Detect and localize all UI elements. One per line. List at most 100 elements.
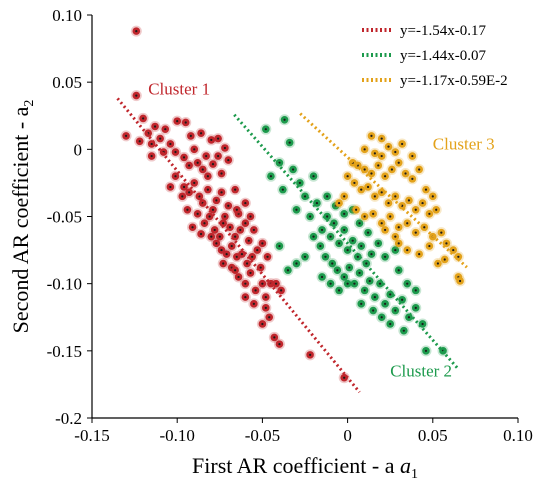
point-center	[150, 142, 153, 146]
point-center	[397, 242, 400, 245]
point-center	[360, 302, 363, 305]
point-center	[135, 30, 138, 33]
point-center	[337, 242, 341, 245]
legend: y=-1.54x-0.17 y=-1.44x-0.07 y=-1.17x-0.59E…	[362, 23, 508, 89]
point-center	[411, 177, 414, 180]
point-center	[298, 181, 301, 185]
point-center	[227, 204, 230, 207]
point-center	[193, 181, 196, 185]
point-center	[373, 152, 376, 155]
point-center	[424, 188, 428, 191]
point-center	[380, 316, 383, 319]
series-3-points	[333, 130, 466, 287]
point-center	[418, 253, 421, 256]
point-center	[159, 137, 162, 140]
point-center	[353, 282, 356, 285]
point-center	[182, 156, 186, 159]
point-center	[414, 289, 417, 292]
point-center	[189, 134, 192, 137]
point-center	[252, 302, 255, 305]
point-center	[247, 239, 250, 242]
point-center	[244, 222, 247, 225]
point-center	[235, 208, 238, 211]
point-center	[406, 248, 409, 252]
point-center	[324, 255, 327, 258]
point-center	[372, 309, 375, 312]
point-center	[269, 175, 273, 178]
point-center	[244, 201, 247, 205]
point-center	[164, 128, 167, 131]
point-center	[443, 258, 446, 261]
point-center	[138, 140, 141, 143]
point-center	[346, 248, 349, 252]
y-tick-label: -0.10	[47, 275, 82, 294]
y-tick-label: 0.05	[52, 73, 82, 92]
point-center	[421, 201, 424, 205]
point-center	[346, 282, 349, 285]
cluster-label: Cluster 2	[390, 361, 452, 380]
point-center	[211, 208, 215, 211]
point-center	[389, 215, 392, 218]
point-center	[394, 309, 397, 312]
point-center	[445, 242, 448, 245]
point-center	[343, 275, 346, 279]
point-center	[218, 235, 221, 238]
point-center	[288, 141, 291, 144]
x-tick-label: 0	[343, 426, 352, 445]
point-center	[303, 255, 307, 258]
point-center	[397, 269, 400, 272]
point-center	[215, 199, 218, 202]
point-center	[383, 302, 387, 305]
point-center	[309, 215, 312, 218]
y-tick-label: -0.05	[47, 208, 82, 227]
tick-labels: -0.15 -0.10 -0.05 0 0.05 0.10 0.10 0.05 0 -0.05 -0…	[47, 6, 533, 445]
point-center	[363, 289, 366, 292]
point-center	[358, 222, 361, 225]
point-center	[184, 121, 187, 124]
point-center	[406, 222, 409, 225]
point-center	[169, 142, 172, 146]
point-center	[261, 322, 264, 326]
point-center	[174, 175, 177, 178]
point-center	[337, 289, 341, 292]
point-center	[278, 343, 281, 346]
point-center	[225, 253, 228, 256]
point-center	[331, 262, 334, 265]
fit-lines	[116, 97, 468, 394]
point-center	[329, 282, 332, 285]
y-tick-label: 0.10	[52, 6, 82, 25]
point-center	[124, 134, 128, 137]
point-center	[254, 289, 257, 292]
point-center	[387, 145, 390, 148]
point-center	[211, 163, 215, 166]
point-center	[326, 195, 329, 198]
point-center	[135, 94, 138, 97]
point-center	[169, 185, 172, 189]
point-center	[228, 226, 232, 229]
point-center	[196, 212, 199, 215]
point-center	[205, 154, 208, 158]
point-center	[377, 242, 380, 245]
point-center	[402, 329, 405, 332]
point-center	[280, 289, 283, 292]
point-center	[210, 138, 213, 142]
point-center	[346, 175, 349, 178]
point-center	[404, 172, 407, 175]
point-center	[150, 154, 153, 158]
point-center	[251, 255, 254, 258]
point-center	[380, 137, 383, 140]
point-center	[273, 336, 276, 339]
point-center	[351, 239, 354, 242]
point-center	[414, 231, 417, 234]
point-center	[203, 222, 206, 225]
point-center	[208, 215, 211, 218]
plot-area: -0.15 -0.10 -0.05 0 0.05 0.10 0.10 0.05 0 -0.05 -0…	[47, 6, 533, 445]
point-center	[428, 212, 431, 215]
point-center	[407, 316, 411, 319]
point-center	[365, 262, 368, 265]
point-center	[458, 279, 462, 283]
point-center	[239, 228, 242, 232]
point-center	[394, 150, 397, 154]
point-center	[348, 266, 351, 269]
point-center	[223, 215, 227, 218]
